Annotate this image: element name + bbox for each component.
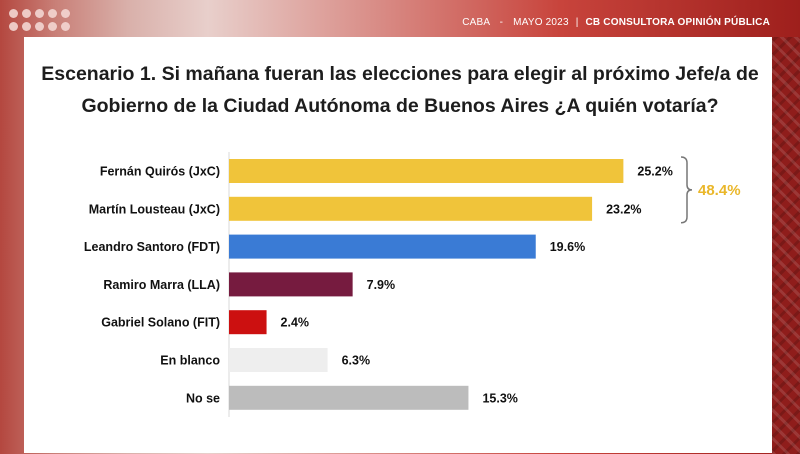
decorative-dot [9,9,18,18]
side-pattern [772,37,800,454]
decorative-dot [48,9,57,18]
chart-title: Escenario 1. Si mañana fueran las elecci… [41,63,759,117]
bar-0 [229,159,624,183]
value-label: 25.2% [637,165,672,179]
value-label: 19.6% [550,240,585,254]
category-label: Fernán Quirós (JxC) [100,165,220,179]
group-total-label: 48.4% [698,182,741,199]
bar-4 [229,310,267,335]
category-label: Leandro Santoro (FDT) [84,240,220,254]
decorative-dot [35,22,44,31]
header: CABA - MAYO 2023 | CB CONSULTORA OPINIÓN… [462,17,770,28]
header-date: MAYO 2023 [513,17,569,28]
group-bracket [680,156,693,224]
decorative-dot [9,22,18,31]
value-label: 23.2% [606,202,641,216]
bar-5 [229,348,328,372]
decorative-dot [61,9,70,18]
value-label: 7.9% [367,278,396,292]
category-label: No se [186,391,220,405]
value-label: 6.3% [342,354,371,368]
category-label: En blanco [160,354,220,368]
decorative-dot [35,9,44,18]
decorative-dot [22,9,31,18]
header-separator: | [575,17,579,28]
value-label: 2.4% [281,316,310,330]
header-location: CABA [462,17,490,28]
decorative-dot [48,22,57,31]
bar-3 [229,272,353,297]
bar-6 [229,385,469,410]
decorative-dot [61,22,70,31]
header-brand: CB CONSULTORA OPINIÓN PÚBLICA [585,17,770,28]
value-label: 15.3% [482,391,517,405]
category-label: Martín Lousteau (JxC) [89,202,220,216]
bar-1 [229,196,593,221]
category-label: Ramiro Marra (LLA) [103,278,220,292]
decorative-dot [22,22,31,31]
bar-2 [229,234,536,259]
category-label: Gabriel Solano (FIT) [101,316,220,330]
